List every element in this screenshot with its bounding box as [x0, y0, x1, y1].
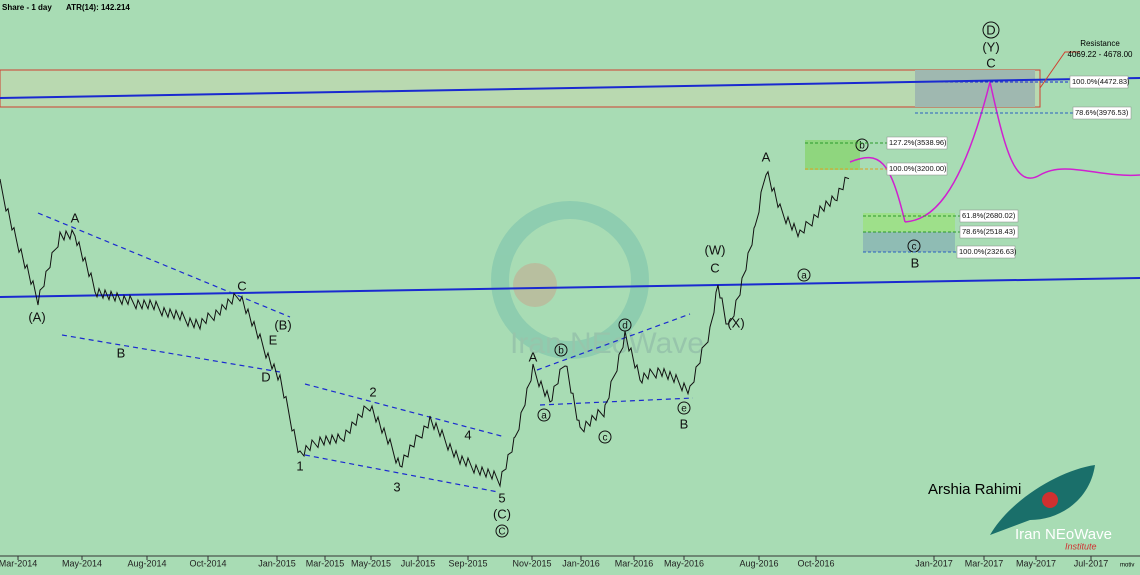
- x-tick-label: May-2015: [351, 558, 391, 568]
- x-tick-label: Aug-2014: [127, 558, 166, 568]
- x-tick-label: Aug-2016: [739, 558, 778, 568]
- x-tick-label: May-2016: [664, 558, 704, 568]
- wave-label: d: [622, 321, 628, 332]
- brand-sub: Institute: [1065, 541, 1097, 551]
- fib-label: 78.6%(2518.43): [962, 227, 1016, 236]
- branding: Arshia Rahimi Iran NEoWave Institute: [928, 465, 1112, 551]
- wave-label: D: [986, 22, 995, 37]
- wave-label: B: [911, 255, 920, 270]
- wave-label: b: [859, 141, 865, 152]
- resistance-zone: [0, 69, 1041, 108]
- wave-label: c: [912, 242, 917, 253]
- wave-label: 5: [498, 490, 505, 505]
- fib-label: 100.0%(2326.63): [959, 247, 1017, 256]
- wave-label: (X): [727, 315, 744, 330]
- watermark: Iran NEoWave: [491, 201, 704, 360]
- title: Share - 1 day: [2, 3, 52, 12]
- wave-label: 2: [369, 384, 376, 399]
- fib-box: [959, 225, 1019, 239]
- wave-label: 4: [464, 427, 471, 442]
- indicator: ATR(14): 142.214: [66, 3, 130, 12]
- x-tick-label: Mar-2017: [965, 558, 1004, 568]
- wave-circle: [554, 343, 568, 357]
- projection: [849, 81, 1140, 223]
- watermark-text: Iran NEoWave: [510, 327, 704, 360]
- x-tick-label: May-2014: [62, 558, 102, 568]
- fib-box: [886, 136, 948, 150]
- wave-label: c: [603, 433, 608, 444]
- wave-circle: [855, 138, 869, 152]
- wave-circle: [797, 268, 811, 282]
- author: Arshia Rahimi: [928, 481, 1021, 498]
- target-zone: [915, 70, 1035, 107]
- x-tick-label: Oct-2014: [189, 558, 226, 568]
- x-tick-label: Mar-2016: [615, 558, 654, 568]
- wave-label: 1: [296, 458, 303, 473]
- x-tick-label: Sep-2015: [448, 558, 487, 568]
- fib-zone: [805, 140, 860, 170]
- wave-label: a: [541, 411, 547, 422]
- wave-label: A: [762, 149, 771, 164]
- wave-label: B: [680, 416, 689, 431]
- wave-label: b: [558, 346, 564, 357]
- wave-label: (C): [493, 506, 511, 521]
- wave-label: C: [710, 260, 719, 275]
- fib-zone: [863, 213, 955, 232]
- trend-lines: [0, 77, 1140, 493]
- wave-label: D: [261, 369, 270, 384]
- wave-label: (A): [28, 309, 45, 324]
- wave-circle: [537, 408, 551, 422]
- wave-circle: [982, 21, 1000, 39]
- wave-label: C: [986, 55, 995, 70]
- brand: Iran NEoWave: [1015, 526, 1112, 543]
- wave-label: A: [71, 210, 80, 225]
- x-tick-label: Nov-2015: [512, 558, 551, 568]
- fib-box: [959, 209, 1019, 223]
- x-tick-label: May-2017: [1016, 558, 1056, 568]
- wave-circle: [618, 318, 632, 332]
- x-tick-label: Mar-2014: [0, 558, 37, 568]
- wave-label: (Y): [982, 39, 999, 54]
- wave-label: A: [529, 349, 538, 364]
- x-tick-label: Jan-2016: [562, 558, 600, 568]
- wave-label: B: [117, 345, 126, 360]
- footer: motiv: [1120, 563, 1134, 569]
- fib-label: 100.0%(4472.83): [1072, 77, 1130, 86]
- price-series: [0, 170, 850, 488]
- wave-label: e: [681, 404, 687, 415]
- callout: [1039, 51, 1080, 89]
- wave-circle: [495, 524, 509, 538]
- wave-circle: [598, 430, 612, 444]
- x-tick-label: Oct-2016: [797, 558, 834, 568]
- fib-box: [886, 162, 948, 176]
- wave-label: C: [237, 278, 246, 293]
- fib-label: 127.2%(3538.96): [889, 138, 947, 147]
- fib-label: 61.8%(2680.02): [962, 211, 1016, 220]
- x-tick-label: Jan-2015: [258, 558, 296, 568]
- wave-label: (B): [274, 317, 291, 332]
- fib-label: 78.6%(3976.53): [1075, 108, 1129, 117]
- wave-label: C: [498, 527, 505, 538]
- wave-label: a: [801, 271, 807, 282]
- wave-label: (W): [705, 242, 726, 257]
- x-tick-label: Jul-2015: [401, 558, 436, 568]
- fib-box: [1072, 106, 1132, 120]
- fib-box: [956, 245, 1016, 259]
- wave-circle: [677, 401, 691, 415]
- x-tick-label: Jan-2017: [915, 558, 953, 568]
- resistance-range: 4069.22 - 4678.00: [1068, 50, 1133, 59]
- x-tick-label: Mar-2015: [306, 558, 345, 568]
- wave-label: 3: [393, 479, 400, 494]
- fib-label: 100.0%(3200.00): [889, 164, 947, 173]
- fib-box: [1069, 75, 1129, 89]
- resistance-title: Resistance: [1080, 39, 1120, 48]
- x-tick-label: Jul-2017: [1074, 558, 1109, 568]
- wave-label: E: [269, 332, 278, 347]
